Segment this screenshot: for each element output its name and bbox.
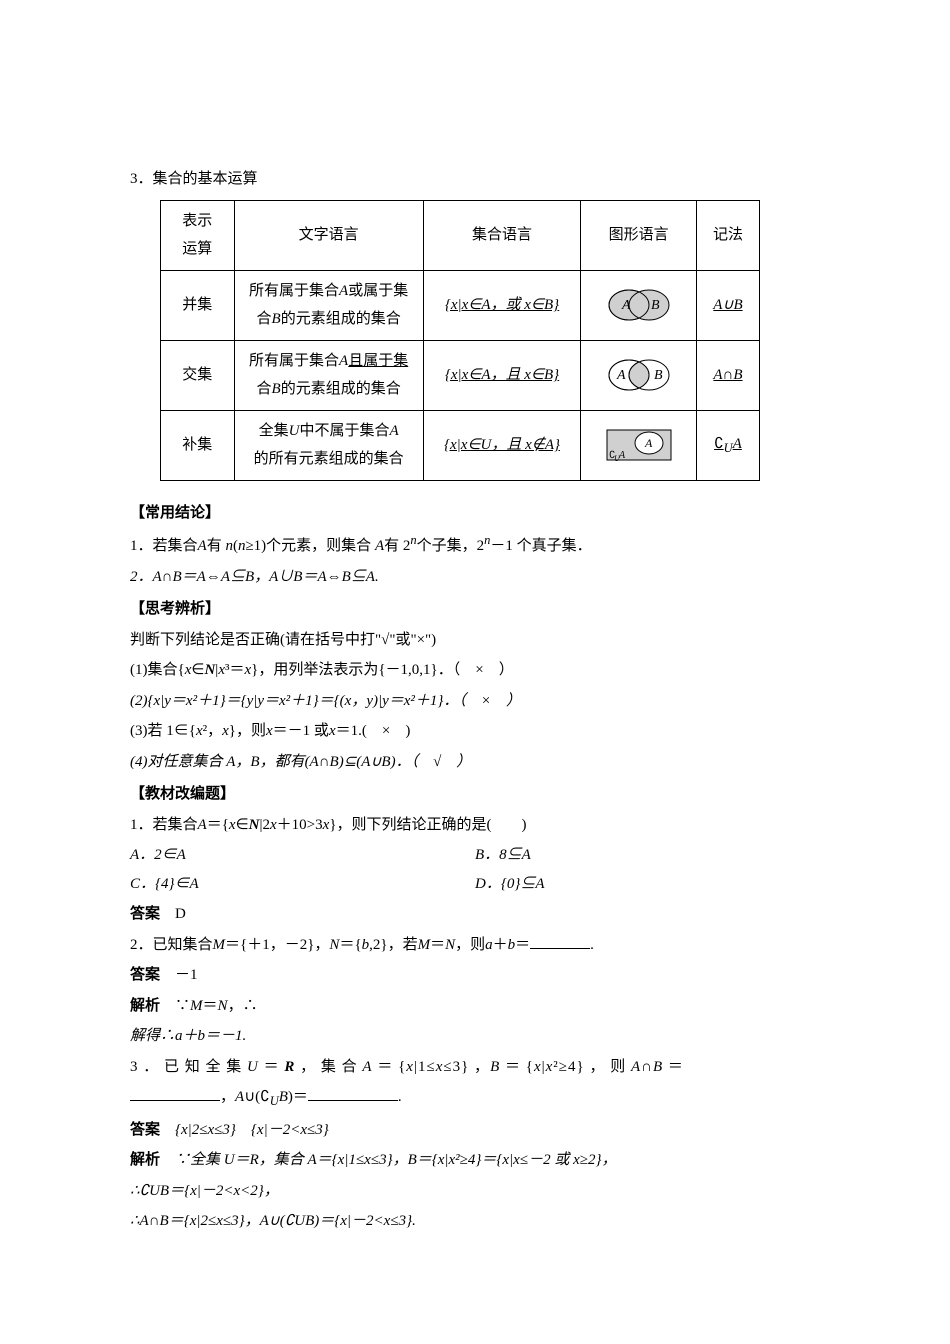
header-col2: 文字语言	[234, 200, 423, 270]
q2-answer: 答案 －1	[130, 961, 820, 990]
q1-options-row2: C．{4}∈A D．{0}⊆A	[130, 870, 820, 899]
header-col4: 图形语言	[581, 200, 697, 270]
textbook-heading: 【教材改编题】	[130, 780, 820, 809]
complement-venn-icon: A ∁UA	[599, 425, 679, 465]
row-intersect-set: {x|x∈A，且 x∈B}	[423, 340, 581, 410]
conclusion-1: 1．若集合A有 n(n≥1)个元素，则集合 A有 2n个子集，2n－1 个真子集…	[130, 529, 820, 561]
thinking-q4: (4)对任意集合 A，B，都有(A∩B)⊆(A∪B)．（ √ ）	[130, 748, 820, 777]
q3-exp1: 解析 ∵全集 U＝R，集合 A＝{x|1≤x≤3}，B＝{x|x²≥4}＝{x|…	[130, 1146, 820, 1175]
q1-optC: C．{4}∈A	[130, 870, 475, 899]
thinking-heading: 【思考辨析】	[130, 595, 820, 624]
row-intersect-name: 交集	[161, 340, 235, 410]
q3-answer: 答案 {x|2≤x≤3} {x|－2<x≤3}	[130, 1116, 820, 1145]
thinking-q2: (2){x|y＝x²＋1}＝{y|y＝x²＋1}＝{(x，y)|y＝x²＋1}．…	[130, 687, 820, 716]
q2-text: 2．已知集合M＝{＋1，－2}，N＝{b,2}，若M＝N，则a＋b＝.	[130, 931, 820, 960]
svg-text:B: B	[654, 368, 663, 383]
conclusions-heading: 【常用结论】	[130, 499, 820, 528]
row-union-desc: 所有属于集合A或属于集 合B的元素组成的集合	[234, 270, 423, 340]
thinking-q3: (3)若 1∈{x²，x}，则x＝－1 或x＝1.( × )	[130, 717, 820, 746]
row-complement-venn: A ∁UA	[581, 410, 697, 480]
q3-exp2: ∴∁UB＝{x|－2<x<2}，	[130, 1177, 820, 1206]
svg-text:A: A	[644, 436, 653, 450]
header-col3: 集合语言	[423, 200, 581, 270]
row-union-notation: A∪B	[696, 270, 759, 340]
svg-text:A: A	[616, 368, 626, 383]
q2-exp1: 解析 ∵M＝N，∴	[130, 992, 820, 1021]
row-union-venn: A B	[581, 270, 697, 340]
row-intersect-notation: A∩B	[696, 340, 759, 410]
q1-options-row1: A．2∈A B．8⊆A	[130, 841, 820, 870]
q1-answer: 答案 D	[130, 900, 820, 929]
svg-text:A: A	[618, 450, 626, 461]
operations-table: 表示运算 文字语言 集合语言 图形语言 记法 并集 所有属于集合A或属于集 合B…	[160, 200, 760, 481]
row-intersect-desc: 所有属于集合A且属于集 合B的元素组成的集合	[234, 340, 423, 410]
row-union-set: {x|x∈A，或 x∈B}	[423, 270, 581, 340]
q1-optD: D．{0}⊆A	[475, 870, 820, 899]
union-venn-icon: A B	[599, 285, 679, 325]
q1-optB: B．8⊆A	[475, 841, 820, 870]
row-union-name: 并集	[161, 270, 235, 340]
thinking-intro: 判断下列结论是否正确(请在括号中打"√"或"×")	[130, 626, 820, 655]
row-complement-set: {x|x∈U，且 x∉A}	[423, 410, 581, 480]
row-complement-name: 补集	[161, 410, 235, 480]
row-complement-desc: 全集U中不属于集合A 的所有元素组成的集合	[234, 410, 423, 480]
conclusion-2: 2．A∩B＝A⇔A⊆B，A∪B＝A⇔B⊆A.	[130, 563, 820, 592]
q1-optA: A．2∈A	[130, 841, 475, 870]
row-complement-notation: ∁UA	[696, 410, 759, 480]
thinking-q1: (1)集合{x∈N|x³＝x}，用列举法表示为{－1,0,1}．（ × ）	[130, 656, 820, 685]
svg-text:A: A	[621, 298, 631, 313]
section-title: 3．集合的基本运算	[130, 165, 820, 194]
header-col5: 记法	[696, 200, 759, 270]
q3-text: 3 ． 已 知 全 集 U ＝ R ， 集 合 A ＝ {x|1≤x≤3} ，B…	[130, 1053, 820, 1082]
q3-text2: ，A∪(∁UB)＝.	[130, 1083, 820, 1114]
q1-text: 1．若集合A＝{x∈N|2x＋10>3x}，则下列结论正确的是( )	[130, 811, 820, 840]
svg-text:B: B	[651, 298, 660, 313]
row-intersect-venn: A B	[581, 340, 697, 410]
header-col1: 表示运算	[161, 200, 235, 270]
q2-exp2: 解得∴a＋b＝－1.	[130, 1022, 820, 1051]
q3-exp3: ∴A∩B＝{x|2≤x≤3}，A∪(∁UB)＝{x|－2<x≤3}.	[130, 1207, 820, 1236]
intersect-venn-icon: A B	[599, 355, 679, 395]
